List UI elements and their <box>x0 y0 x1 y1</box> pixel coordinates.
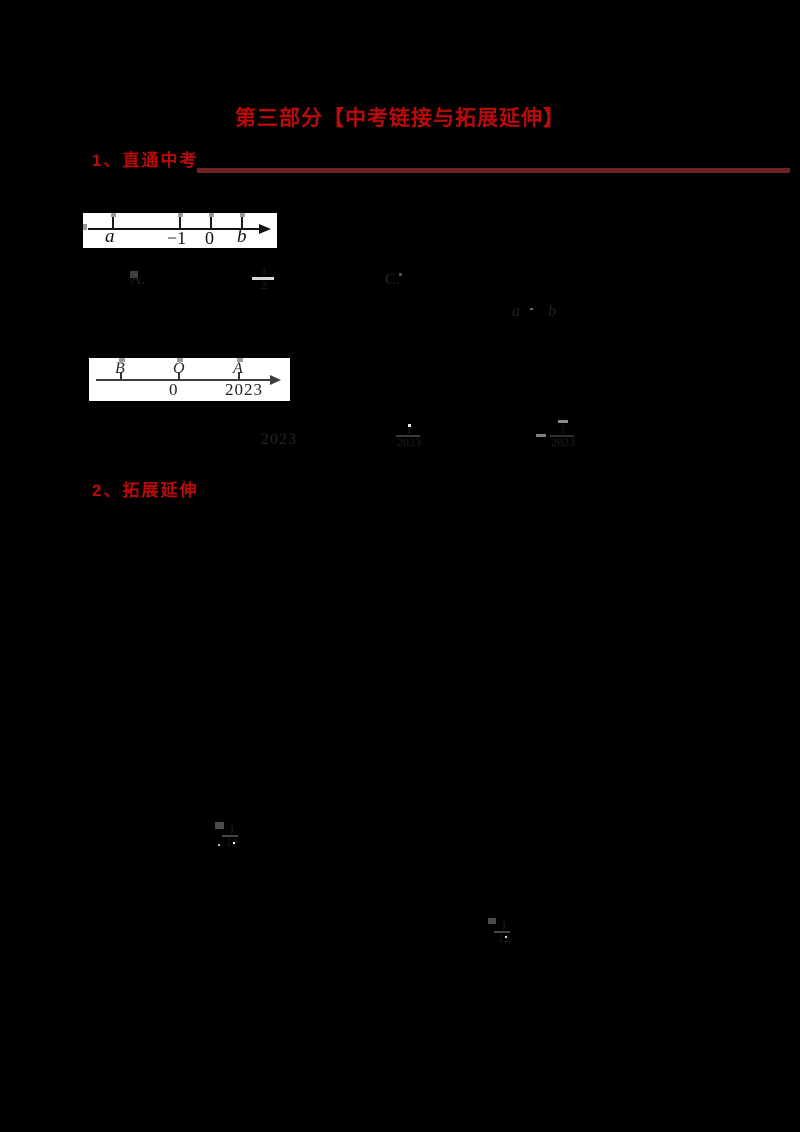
section-heading-1: 1、直通中考 <box>92 151 199 170</box>
faint-numerator: 1 <box>261 264 267 278</box>
faint-subquestion-smudge-2: 1 12 <box>488 918 516 945</box>
smudge-speck <box>558 420 568 423</box>
tick-B <box>120 372 122 380</box>
axis-arrow-icon <box>259 224 271 234</box>
smudge-speck <box>218 844 220 846</box>
tick-a <box>112 217 114 229</box>
axis-arrow-icon <box>270 375 281 385</box>
tick-minus1 <box>179 217 181 229</box>
smudge-speck <box>233 842 235 844</box>
tick-label-minus1: −1 <box>167 228 187 248</box>
edge-notch <box>83 224 87 230</box>
tick-cap <box>240 213 245 217</box>
tick-A <box>238 372 240 380</box>
faint-option-text: C. <box>385 271 400 288</box>
tick-cap <box>237 358 243 362</box>
point-label-A: A <box>233 360 243 377</box>
faint-option-smudge-3: C. <box>385 271 419 291</box>
tick-b <box>241 217 243 229</box>
smudge-speck <box>530 308 533 310</box>
fraction-bar <box>222 835 238 837</box>
tick-0 <box>210 217 212 229</box>
tick-O <box>178 372 180 380</box>
faint-numerator: 1 <box>229 822 235 836</box>
faint-subquestion-smudge-1: 1 12 <box>215 822 243 848</box>
tick-cap <box>178 213 183 217</box>
faint-numerator: 1 <box>560 422 566 436</box>
faint-expression-a: a <box>512 303 520 320</box>
origin-label: 0 <box>169 380 178 399</box>
faint-denominator: 2023 <box>551 435 575 449</box>
faint-numerator: 1 <box>406 422 412 436</box>
faint-option-smudge-2: 1 2 <box>252 264 276 292</box>
tick-cap <box>111 213 116 217</box>
faint-denominator: 2023 <box>397 435 421 449</box>
smudge-speck <box>130 271 138 278</box>
tick-label-0: 0 <box>205 228 214 248</box>
page-title: 第三部分【中考链接与拓展延伸】 <box>235 107 565 130</box>
tick-label-b: b <box>237 226 247 247</box>
fraction-bar <box>494 931 510 933</box>
fraction-bar <box>396 435 420 437</box>
faint-denominator: 12 <box>498 931 510 945</box>
smudge-speck <box>505 936 507 938</box>
smudge-speck <box>215 822 224 829</box>
faint-expression-b: b <box>548 303 556 320</box>
point-label-O: O <box>173 360 185 377</box>
faint-fraction-1: 1 2023 <box>396 422 422 449</box>
faint-fraction-2: 1 2023 <box>536 420 580 448</box>
value-label-2023: 2023 <box>225 380 263 399</box>
smudge-speck <box>488 918 496 924</box>
faint-minus-sign <box>536 434 546 437</box>
number-line-figure-1: a −1 0 b <box>83 213 277 248</box>
fraction-bar <box>550 435 574 437</box>
point-label-B: B <box>115 360 125 377</box>
faint-option-2023: 2023 <box>261 431 297 448</box>
tick-cap <box>119 358 125 362</box>
smudge-speck <box>399 273 402 276</box>
tick-label-a: a <box>105 226 115 247</box>
section-heading-2: 2、拓展延伸 <box>92 481 199 500</box>
tick-cap <box>177 358 183 362</box>
faint-option-smudge-1: A. <box>130 271 164 291</box>
faint-denominator: 2 <box>261 278 267 292</box>
tick-cap <box>209 213 214 217</box>
faint-denominator: 12 <box>226 835 238 849</box>
number-line-figure-2: B O A 0 2023 <box>89 358 290 401</box>
axis-line <box>96 379 270 381</box>
smudge-speck <box>408 424 411 427</box>
fraction-bar <box>252 277 274 280</box>
faint-numerator: 1 <box>501 918 507 932</box>
axis-line <box>88 228 260 230</box>
section-1-underline <box>197 168 790 173</box>
